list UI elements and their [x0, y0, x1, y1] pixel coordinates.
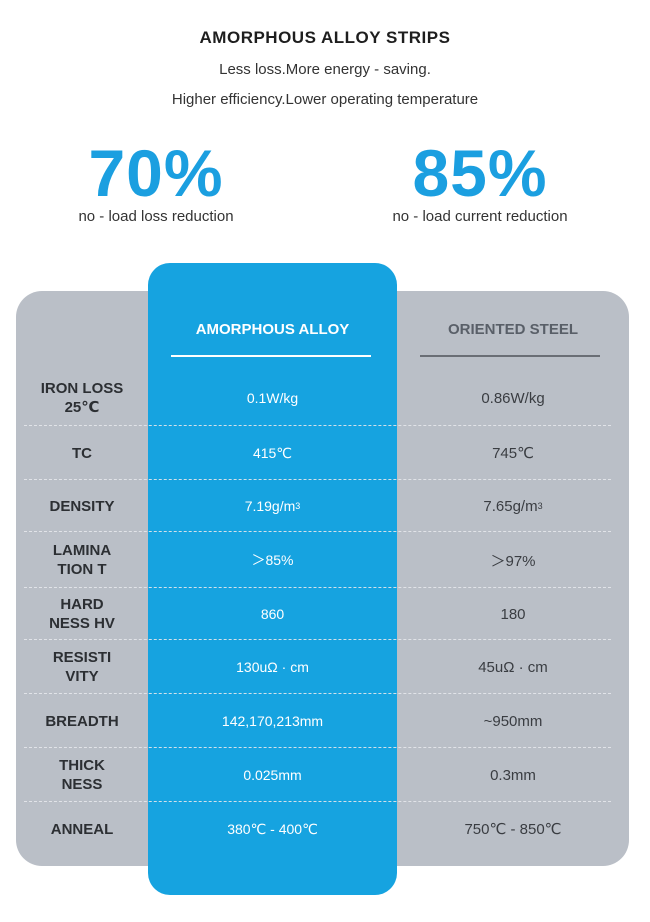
oriented-value: 0.86W/kg [481, 389, 545, 407]
row-label: DENSITY [49, 497, 115, 515]
amorphous-value: 7.19g/m 3 [244, 498, 301, 514]
stat-loss-reduction: 70% no - load loss reduction [40, 140, 272, 225]
row-divider [24, 479, 611, 480]
stat-value: 70% [88, 136, 224, 210]
oriented-value: 0.3mm [490, 766, 536, 784]
oriented-value: 180 [500, 605, 526, 623]
table-row: BREADTH 142,170,213mm ~950mm [16, 694, 629, 748]
row-divider [24, 587, 611, 588]
amorphous-value: 130uΩ · cm [236, 659, 309, 675]
row-label: TC [72, 444, 92, 462]
oriented-value: 745℃ [492, 445, 534, 462]
oriented-value: 45uΩ · cm [478, 658, 548, 676]
row-label: RESISTI VITY [52, 649, 112, 685]
amorphous-value: 142,170,213mm [221, 713, 324, 729]
stat-current-reduction: 85% no - load current reduction [365, 140, 595, 225]
row-divider [24, 801, 611, 802]
table-row: LAMINA TION T ＞85% ＞97% [16, 532, 629, 588]
oriented-value: ＞97% [490, 552, 536, 570]
table-row: HARD NESS HV 860 180 [16, 588, 629, 640]
row-divider [24, 693, 611, 694]
row-divider [24, 639, 611, 640]
row-label: ANNEAL [50, 820, 114, 838]
tagline-2: Higher efficiency.Lower operating temper… [171, 91, 479, 108]
tagline-1: Less loss.More energy - saving. [219, 61, 431, 78]
stat-caption: no - load current reduction [392, 208, 568, 225]
table-row: DENSITY 7.19g/m 3 7.65g/m 3 [16, 480, 629, 532]
row-label: LAMINA TION T [52, 542, 112, 578]
row-label: IRON LOSS 25℃ [40, 380, 124, 416]
oriented-value: ~950mm [483, 712, 543, 730]
row-label: THICK NESS [59, 757, 105, 793]
row-label: BREADTH [45, 712, 119, 730]
header-underline [420, 355, 600, 357]
page-title: AMORPHOUS ALLOY STRIPS [199, 28, 451, 47]
table-row: RESISTI VITY 130uΩ · cm 45uΩ · cm [16, 640, 629, 694]
column-header-amorphous: AMORPHOUS ALLOY [195, 321, 350, 338]
stat-value: 85% [412, 136, 548, 210]
amorphous-value: 860 [260, 606, 285, 622]
table-row: THICK NESS 0.025mm 0.3mm [16, 748, 629, 802]
amorphous-column-highlight [148, 263, 397, 895]
row-divider [24, 425, 611, 426]
row-divider [24, 747, 611, 748]
column-header-oriented: ORIENTED STEEL [447, 321, 578, 338]
amorphous-value: 0.025mm [243, 767, 302, 783]
amorphous-value: 0.1W/kg [246, 390, 299, 406]
header-underline [171, 355, 371, 357]
amorphous-value: 415℃ [252, 444, 293, 461]
table-row: ANNEAL 380℃ - 400℃ 750℃ - 850℃ [16, 802, 629, 856]
row-label: HARD NESS HV [49, 596, 115, 632]
amorphous-value: ＞85% [251, 552, 294, 568]
comparison-table: IRON LOSS 25℃ 0.1W/kg 0.86W/kg TC 415℃ 74… [16, 370, 629, 856]
row-divider [24, 531, 611, 532]
oriented-value: 750℃ - 850℃ [464, 821, 562, 838]
amorphous-value: 380℃ - 400℃ [227, 820, 318, 837]
oriented-value: 7.65g/m 3 [483, 497, 543, 515]
table-row: IRON LOSS 25℃ 0.1W/kg 0.86W/kg [16, 370, 629, 426]
table-row: TC 415℃ 745℃ [16, 426, 629, 480]
stat-caption: no - load loss reduction [78, 208, 234, 225]
